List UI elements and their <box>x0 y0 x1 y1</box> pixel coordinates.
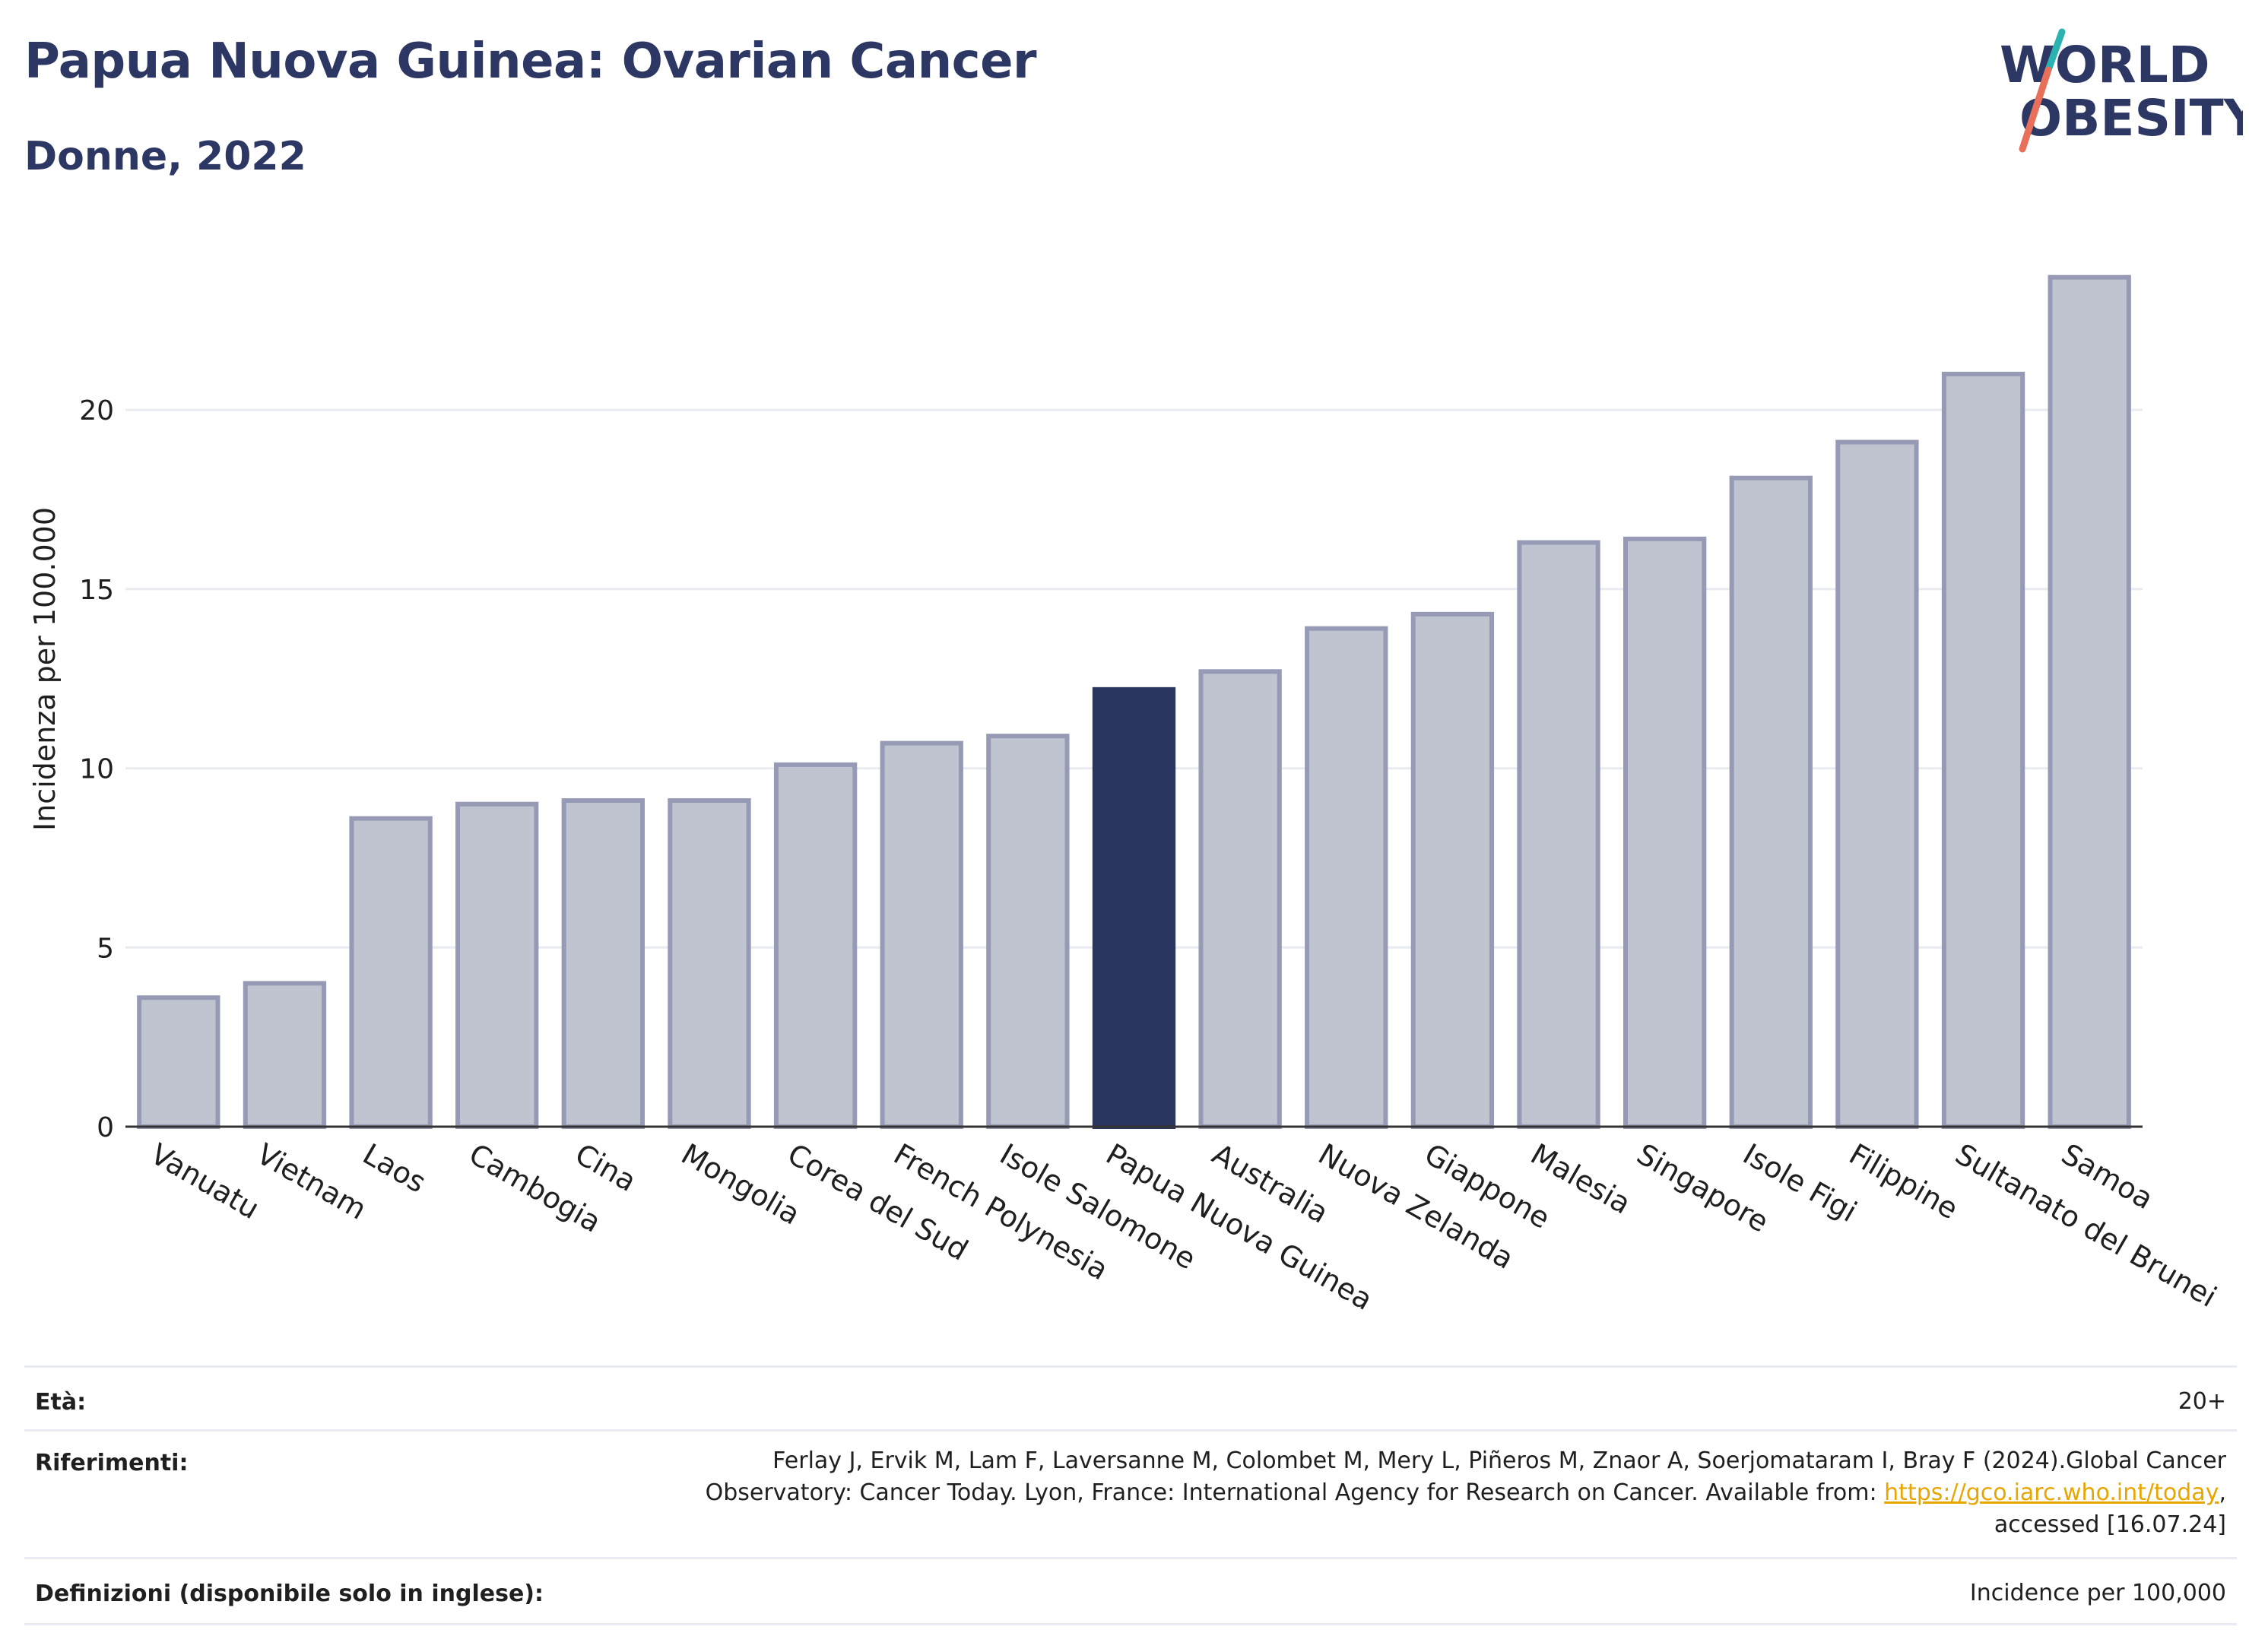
y-tick-label: 15 <box>79 575 114 606</box>
x-tick-label: Corea del Sud <box>782 1137 973 1267</box>
bar <box>880 740 963 1129</box>
bar <box>243 981 327 1130</box>
y-tick-label: 10 <box>79 754 114 785</box>
definitions-label: Definizioni (disponibile solo in inglese… <box>35 1581 544 1607</box>
x-tick-label: Mongolia <box>676 1137 806 1232</box>
info-table: Età: 20+ Riferimenti: Ferlay J, Ervik M,… <box>24 1365 2237 1639</box>
y-tick-label: 20 <box>79 395 114 426</box>
bar <box>137 995 220 1130</box>
page-title: Papua Nuova Guinea: Ovarian Cancer <box>24 33 1037 90</box>
bar <box>1623 536 1707 1129</box>
bar <box>986 734 1070 1129</box>
info-row-references: Riferimenti: Ferlay J, Ervik M, Lam F, L… <box>24 1429 2237 1559</box>
reference-line-2-text: Observatory: Cancer Today. Lyon, France:… <box>705 1479 1885 1506</box>
page-subtitle: Donne, 2022 <box>24 134 306 179</box>
x-tick-label: Filippine <box>1844 1137 1964 1226</box>
references-value: Ferlay J, Ervik M, Lam F, Laversanne M, … <box>706 1445 2226 1541</box>
bar <box>1305 626 1388 1129</box>
references-label: Riferimenti: <box>35 1450 189 1476</box>
age-value: 20+ <box>2178 1388 2226 1415</box>
bar <box>668 798 751 1129</box>
bar <box>1941 372 2025 1129</box>
x-tick-label: Cina <box>569 1137 642 1198</box>
y-axis-label: Incidenza per 100.000 <box>28 507 62 831</box>
bar <box>2048 274 2131 1130</box>
age-label: Età: <box>35 1389 87 1416</box>
x-tick-label: Laos <box>357 1137 432 1200</box>
bar <box>1835 439 1919 1129</box>
bar-highlighted <box>1092 686 1176 1129</box>
y-axis-ticks: 0 5 10 15 20 <box>79 395 114 1143</box>
bar <box>1198 669 1282 1129</box>
logo-line2: OBESITY <box>2019 89 2243 147</box>
x-tick-label: Nuova Zelanda <box>1313 1137 1520 1276</box>
y-tick-label: 0 <box>97 1112 114 1143</box>
bar <box>1410 611 1495 1129</box>
bar <box>349 816 433 1129</box>
bar <box>1729 475 1813 1129</box>
x-tick-label: Vietnam <box>251 1137 372 1226</box>
bar <box>455 801 539 1129</box>
bar <box>1517 540 1600 1129</box>
definitions-value: Incidence per 100,000 <box>1969 1580 2226 1606</box>
info-row-age: Età: 20+ <box>24 1365 2237 1432</box>
bar <box>561 798 646 1129</box>
reference-line-2-end: , <box>2219 1479 2226 1506</box>
reference-link[interactable]: https://gco.iarc.who.int/today <box>1884 1479 2219 1506</box>
bar <box>773 762 858 1129</box>
reference-line-3: accessed [16.07.24] <box>1994 1511 2226 1538</box>
info-row-definitions: Definizioni (disponibile solo in inglese… <box>24 1557 2237 1625</box>
y-tick-label: 5 <box>97 933 114 964</box>
logo-line1: WORLD <box>2000 36 2210 94</box>
x-tick-label: Vanuatu <box>145 1137 265 1226</box>
reference-line-2: Observatory: Cancer Today. Lyon, France:… <box>706 1477 2226 1509</box>
chart-bars <box>137 274 2131 1130</box>
reference-line-1: Ferlay J, Ervik M, Lam F, Laversanne M, … <box>772 1447 2226 1474</box>
world-obesity-logo: WORLD OBESITY <box>2000 28 2243 153</box>
